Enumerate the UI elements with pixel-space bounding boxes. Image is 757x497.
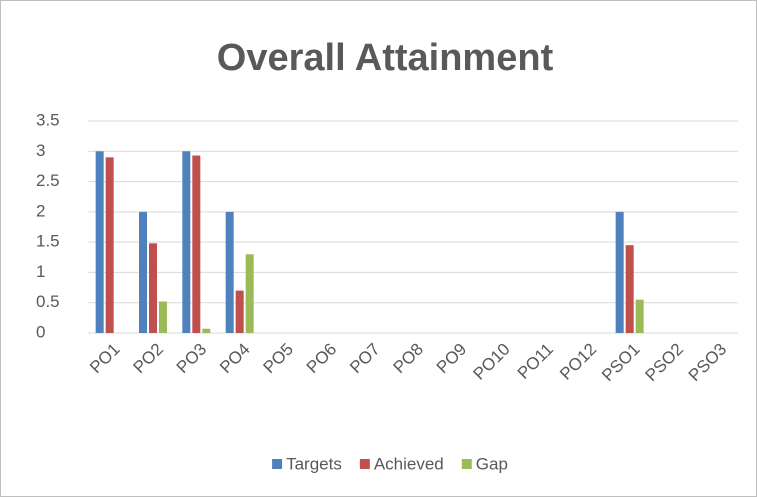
bar <box>139 211 147 333</box>
legend-label: Achieved <box>374 454 444 473</box>
bar <box>235 290 244 333</box>
bar <box>95 151 104 333</box>
bar <box>635 299 644 333</box>
y-tick-label: 3.5 <box>36 110 60 129</box>
bar <box>225 211 234 333</box>
y-tick-label: 0 <box>36 322 45 341</box>
legend-swatch <box>461 459 472 469</box>
chart-title: Overall Attainment <box>217 37 554 79</box>
y-tick-label: 3 <box>36 141 45 160</box>
legend-label: Targets <box>286 454 342 473</box>
bar <box>192 155 201 333</box>
y-tick-label: 1 <box>36 262 45 281</box>
bar <box>245 254 254 333</box>
y-tick-label: 2.5 <box>36 171 60 190</box>
y-tick-label: 2 <box>36 201 45 220</box>
bar <box>202 328 211 333</box>
bar <box>625 245 634 333</box>
legend-swatch <box>272 459 283 469</box>
bar <box>149 243 157 333</box>
y-tick-label: 0.5 <box>36 292 60 311</box>
legend-swatch <box>359 459 370 469</box>
legend-label: Gap <box>476 454 508 473</box>
y-tick-label: 1.5 <box>36 232 60 251</box>
bar <box>182 151 191 333</box>
bar <box>615 211 624 333</box>
bar <box>105 157 114 333</box>
bar <box>159 301 167 333</box>
